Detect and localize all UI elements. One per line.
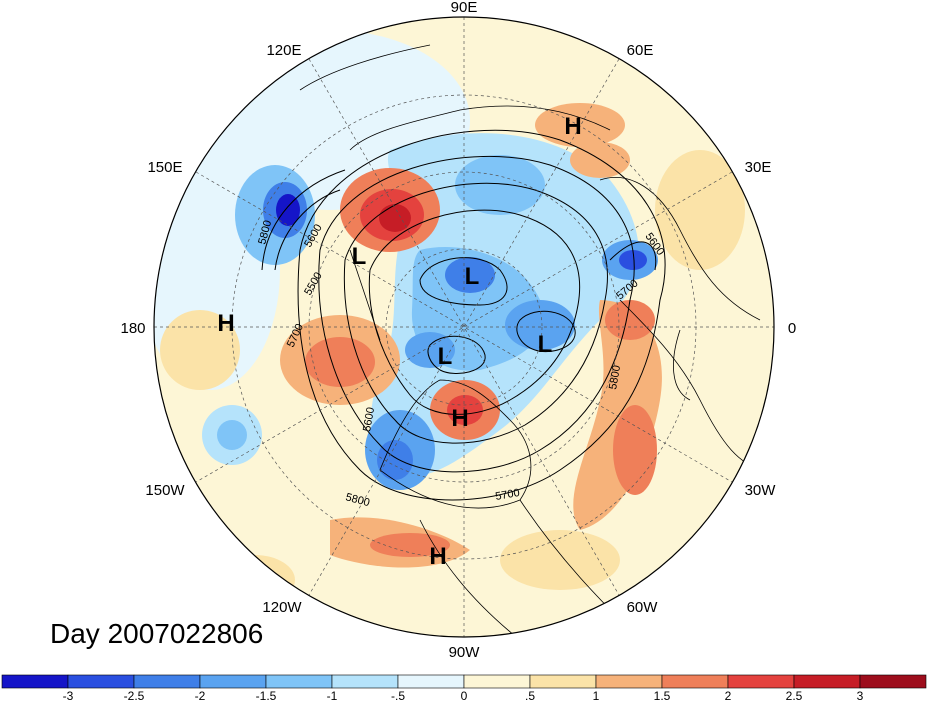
colorbar-swatch [595, 674, 663, 689]
height-contours [261, 129, 666, 501]
colorbar-tick-label: -1.5 [256, 689, 277, 702]
lon-label-120e: 120E [266, 42, 301, 59]
lon-label-150w: 150W [145, 482, 185, 499]
lon-label-30w: 30W [745, 482, 777, 499]
graticule [154, 17, 774, 637]
low-pressure-label-greenland: L [538, 331, 553, 358]
colorbar-swatch [1, 674, 69, 689]
lon-label-180: 180 [120, 320, 145, 337]
lon-label-90w: 90W [449, 644, 481, 661]
colorbar-tick-label: 3 [857, 689, 864, 702]
lon-label-150e: 150E [147, 159, 182, 176]
map-border [153, 16, 775, 638]
lon-label-30e: 30E [745, 159, 772, 176]
colorbar-swatch [661, 674, 729, 689]
colorbar-swatch [727, 674, 795, 689]
colorbar-swatch [199, 674, 267, 689]
colorbar-swatch [265, 674, 333, 689]
high-pressure-label-europe: H [564, 113, 581, 140]
colorbar-swatch [67, 674, 135, 689]
colorbar-swatch [331, 674, 399, 689]
colorbar-tick-label: 0 [461, 689, 468, 702]
colorbar-tick-label: .5 [525, 689, 535, 702]
colorbar-tick-label: 1 [593, 689, 600, 702]
lon-label-0: 0 [788, 320, 796, 337]
colorbar-tick-label: 1.5 [654, 689, 671, 702]
colorbar-tick-label: 2.5 [786, 689, 803, 702]
colorbar-tick-label: -1 [327, 689, 338, 702]
lon-label-60e: 60E [627, 42, 654, 59]
high-pressure-label-hudson: H [451, 405, 468, 432]
colorbar-swatch [529, 674, 597, 689]
colorbar-tick-label: -2.5 [124, 689, 145, 702]
lon-label-90e: 90E [451, 0, 478, 16]
low-pressure-label-arctic: L [465, 263, 480, 290]
colorbar-swatch [133, 674, 201, 689]
high-pressure-label-gulf: H [429, 543, 446, 570]
low-pressure-label-kamchatka: L [352, 243, 367, 270]
colorbar: -3 -2.5 -2 -1.5 -1 -.5 0 .5 1 1.5 2 2.5 3 [1, 674, 927, 702]
colorbar-swatch [859, 674, 927, 689]
low-pressure-label-canada: L [438, 343, 453, 370]
day-title: Day 2007022806 [50, 618, 264, 649]
colorbar-tick-label: -3 [63, 689, 74, 702]
lon-label-60w: 60W [627, 599, 659, 616]
high-pressure-label-pacific: H [217, 310, 234, 337]
contour-label: 5600 [361, 406, 377, 432]
contour-label: 5700 [494, 487, 520, 503]
colorbar-tick-label: -.5 [391, 689, 405, 702]
colorbar-swatch [793, 674, 861, 689]
colorbar-tick-label: -2 [195, 689, 206, 702]
colorbar-tick-label: 2 [725, 689, 732, 702]
anomaly-shading [154, 17, 774, 637]
colorbar-swatch [463, 674, 531, 689]
polar-stereographic-map: 90E 120E 60E 150E 30E 180 0 150W 30W 120… [120, 0, 796, 661]
contour-label: 5800 [607, 364, 623, 390]
lon-label-120w: 120W [262, 599, 302, 616]
colorbar-swatch [397, 674, 465, 689]
